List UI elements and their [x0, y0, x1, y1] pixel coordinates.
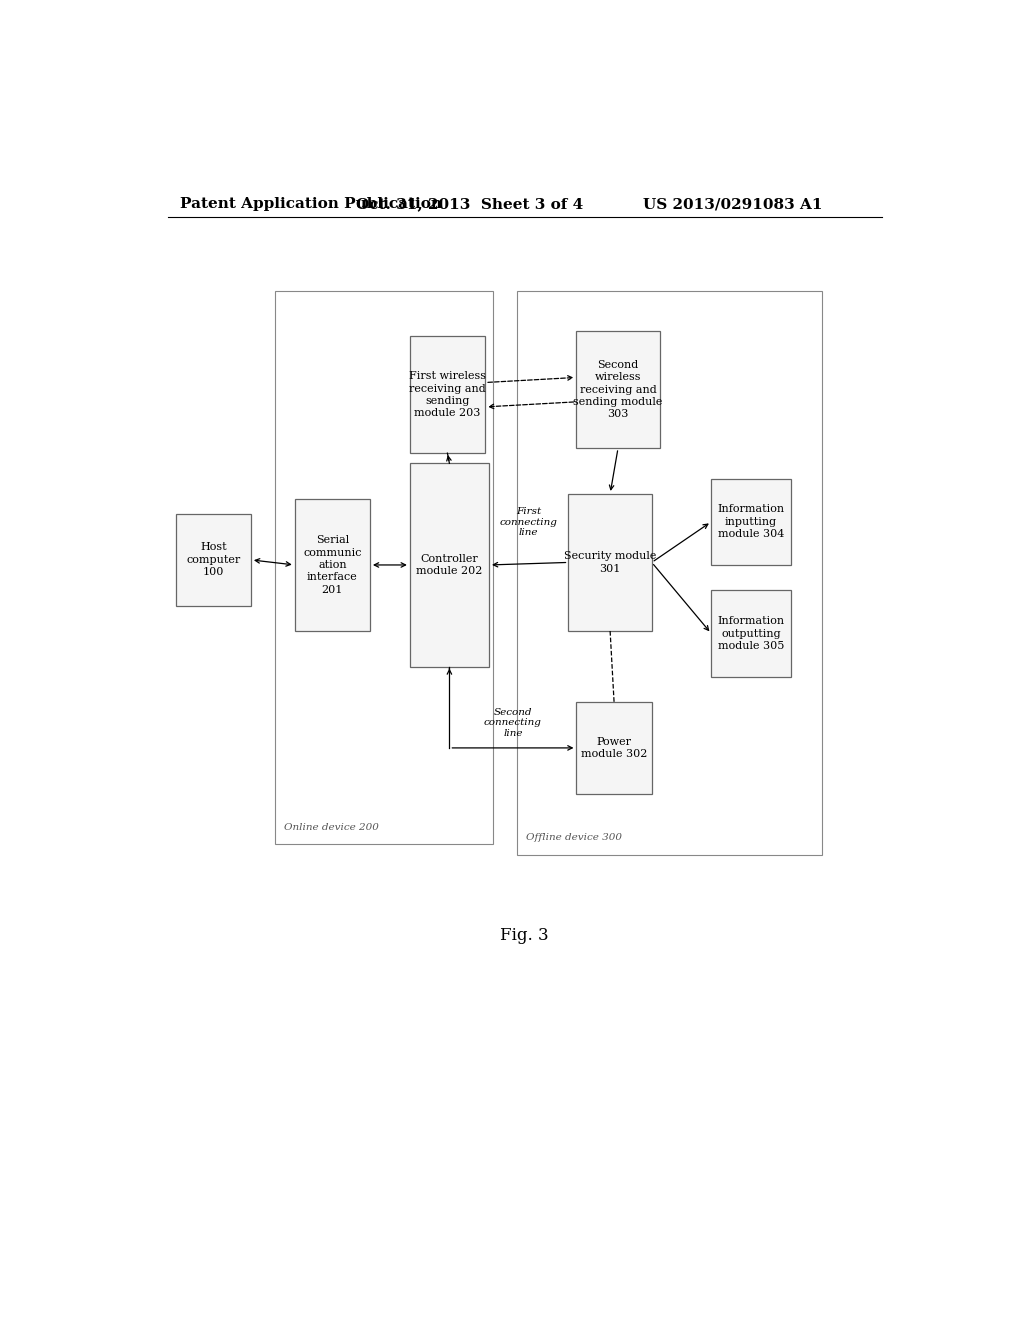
Bar — [295, 499, 370, 631]
Text: Second
connecting
line: Second connecting line — [484, 708, 542, 738]
Text: Second
wireless
receiving and
sending module
303: Second wireless receiving and sending mo… — [573, 360, 663, 420]
Text: US 2013/0291083 A1: US 2013/0291083 A1 — [643, 197, 822, 211]
Text: Patent Application Publication: Patent Application Publication — [179, 197, 441, 211]
Text: First wireless
receiving and
sending
module 203: First wireless receiving and sending mod… — [409, 371, 486, 418]
Text: Host
computer
100: Host computer 100 — [186, 543, 241, 577]
Text: Information
outputting
module 305: Information outputting module 305 — [718, 616, 784, 651]
Text: Information
inputting
module 304: Information inputting module 304 — [718, 504, 784, 539]
Bar — [410, 337, 485, 453]
Text: Fig. 3: Fig. 3 — [501, 928, 549, 944]
Bar — [577, 702, 651, 793]
Text: Offline device 300: Offline device 300 — [526, 833, 623, 842]
Text: Online device 200: Online device 200 — [285, 824, 379, 833]
Text: Power
module 302: Power module 302 — [581, 737, 647, 759]
Bar — [517, 290, 822, 854]
Bar — [568, 494, 652, 631]
Bar — [712, 479, 791, 565]
Text: Serial
communic
ation
interface
201: Serial communic ation interface 201 — [303, 535, 361, 595]
Bar — [274, 290, 494, 845]
Text: Controller
module 202: Controller module 202 — [416, 554, 482, 576]
Bar — [410, 463, 489, 667]
Text: First
connecting
line: First connecting line — [500, 507, 558, 537]
Bar — [712, 590, 791, 677]
Text: Oct. 31, 2013  Sheet 3 of 4: Oct. 31, 2013 Sheet 3 of 4 — [355, 197, 583, 211]
Text: Security module
301: Security module 301 — [564, 552, 656, 574]
Bar — [577, 331, 659, 447]
Bar — [176, 513, 251, 606]
